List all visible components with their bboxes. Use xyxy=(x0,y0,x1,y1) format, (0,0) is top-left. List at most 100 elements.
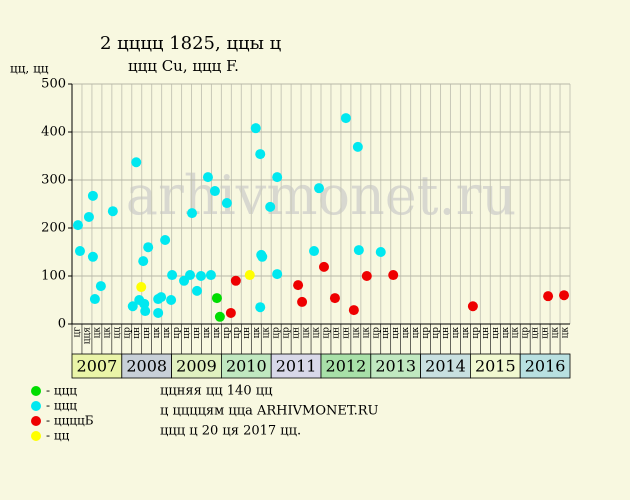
period-label: цн xyxy=(391,327,401,339)
note: ццц ц 20 ця 2017 цц. xyxy=(160,424,301,439)
point xyxy=(87,251,98,262)
period-label: цн xyxy=(491,327,501,339)
period-label: цк xyxy=(351,327,361,339)
period-label: цн xyxy=(132,327,142,339)
period-label: цк xyxy=(411,327,421,339)
point xyxy=(221,198,232,209)
period-label: цр xyxy=(321,327,331,339)
point xyxy=(250,123,261,134)
period-label: цк xyxy=(401,327,411,339)
point xyxy=(153,307,164,318)
period-label: цн xyxy=(142,327,152,339)
point xyxy=(297,296,308,307)
note: ццняя цц 140 цц xyxy=(160,384,272,399)
point xyxy=(309,246,320,257)
period-label: цк xyxy=(451,327,461,339)
y-tick-label: 500 xyxy=(41,77,66,92)
period-label: цр xyxy=(222,327,232,339)
point xyxy=(244,270,255,281)
point xyxy=(388,270,399,281)
point xyxy=(185,270,196,281)
legend-marker xyxy=(31,401,41,411)
point xyxy=(127,301,138,312)
point xyxy=(318,261,329,272)
point xyxy=(257,251,268,262)
y-tick-label: 100 xyxy=(41,269,66,284)
point xyxy=(138,256,149,267)
x-tick-label: 2008 xyxy=(126,357,167,376)
point xyxy=(467,301,478,312)
period-label: цк xyxy=(262,327,272,339)
point xyxy=(160,235,171,245)
point xyxy=(167,270,178,281)
period-label: цр xyxy=(521,327,531,339)
point xyxy=(211,293,222,304)
period-label: цк xyxy=(252,327,262,339)
point xyxy=(143,242,154,253)
point xyxy=(255,149,266,160)
point xyxy=(265,201,276,212)
point xyxy=(293,280,304,291)
period-label: цк xyxy=(202,327,212,339)
point xyxy=(87,190,98,201)
legend-label: - ццццБ xyxy=(46,414,94,428)
y-tick-label: 300 xyxy=(41,173,66,188)
point xyxy=(72,220,83,231)
period-label: цк xyxy=(511,327,521,339)
x-tick-label: 2013 xyxy=(375,357,416,376)
period-label: цн xyxy=(531,327,541,339)
period-label: цк xyxy=(312,327,322,339)
period-label: цк xyxy=(92,327,102,339)
point xyxy=(214,311,225,322)
y-tick-label: 200 xyxy=(41,221,66,236)
period-label: цця xyxy=(82,327,92,345)
point xyxy=(74,246,85,257)
period-label: цр xyxy=(371,327,381,339)
year-band xyxy=(469,353,521,379)
period-label: цг xyxy=(72,327,82,338)
point xyxy=(225,307,236,318)
period-label: цр xyxy=(421,327,431,339)
point xyxy=(209,186,220,197)
x-tick-label: 2007 xyxy=(77,357,118,376)
period-label: цк xyxy=(162,327,172,339)
point xyxy=(375,247,386,257)
legend-label: - цц xyxy=(46,429,70,443)
x-tick-label: 2015 xyxy=(475,357,516,376)
period-label: цк xyxy=(152,327,162,339)
point xyxy=(131,157,142,168)
period-label: цр xyxy=(282,327,292,339)
period-label: цц xyxy=(112,327,122,339)
point xyxy=(191,285,202,296)
period-label: цк xyxy=(461,327,471,339)
legend-marker xyxy=(31,431,41,441)
point xyxy=(559,290,570,301)
period-label: цк xyxy=(102,327,112,339)
period-label: цн xyxy=(481,327,491,339)
period-label: цн xyxy=(331,327,341,339)
legend-marker xyxy=(31,416,41,426)
point xyxy=(89,294,100,305)
period-label: цр xyxy=(272,327,282,339)
point xyxy=(83,211,94,222)
x-tick-label: 2011 xyxy=(276,357,317,376)
x-tick-label: 2012 xyxy=(326,357,367,376)
legend-label: - ццц xyxy=(46,384,77,398)
point xyxy=(140,306,151,317)
point xyxy=(340,113,351,124)
point xyxy=(314,183,325,194)
point xyxy=(352,141,363,152)
period-label: цк xyxy=(212,327,222,339)
point xyxy=(272,269,283,280)
point xyxy=(205,270,216,281)
point xyxy=(136,282,147,293)
year-band xyxy=(171,353,222,379)
chart-title: 2 цццц 1825, ццы ц xyxy=(100,33,282,54)
period-label: цк xyxy=(551,327,561,339)
period-label: цк xyxy=(501,327,511,339)
note: ц ццццям цца ARHIVMONET.RU xyxy=(160,404,379,419)
period-label: цр xyxy=(122,327,132,339)
point xyxy=(543,291,554,302)
point xyxy=(195,271,206,281)
